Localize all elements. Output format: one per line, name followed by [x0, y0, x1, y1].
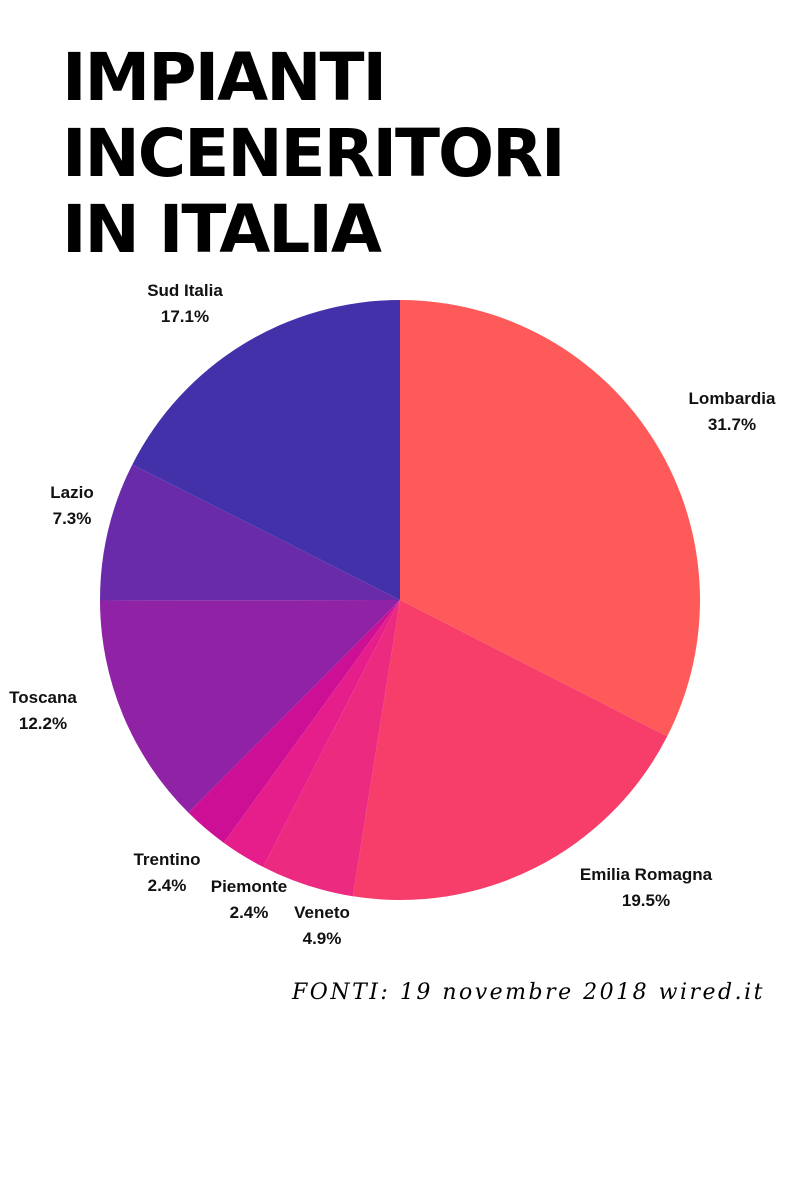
pie-slice-emilia-romagna: [352, 600, 668, 901]
pie-slice-trentino: [188, 600, 400, 843]
slice-label-name: Sud Italia: [147, 281, 223, 300]
slice-label-name: Trentino: [133, 850, 200, 869]
pie-slice-sud-italia: [132, 300, 400, 600]
slice-label-name: Emilia Romagna: [580, 865, 713, 884]
slice-label-name: Veneto: [294, 903, 350, 922]
slice-label-value: 17.1%: [161, 307, 209, 326]
slice-label-value: 7.3%: [53, 509, 92, 528]
slice-label-value: 2.4%: [148, 876, 187, 895]
pie-slice-toscana: [100, 600, 400, 813]
slice-label-value: 19.5%: [622, 891, 670, 910]
pie-labels: Lombardia 31.7% Emilia Romagna 19.5% Veneto 4…: [9, 281, 776, 948]
title-line-1: IMPIANTI: [62, 39, 387, 116]
slice-label-value: 4.9%: [303, 929, 342, 948]
slice-label-value: 12.2%: [19, 714, 67, 733]
pie-slices: [99, 300, 700, 901]
slice-label-name: Toscana: [9, 688, 77, 707]
title-line-3: IN ITALIA: [62, 191, 382, 268]
slice-label-name: Lombardia: [689, 389, 776, 408]
pie-slice-piemonte: [223, 600, 400, 867]
chart-title: IMPIANTI INCENERITORI IN ITALIA: [62, 39, 566, 268]
pie-slice-lazio: [99, 464, 400, 601]
source-note: FONTI: 19 novembre 2018 wired.it: [292, 980, 765, 1005]
title-line-2: INCENERITORI: [62, 115, 566, 192]
slice-label-value: 31.7%: [708, 415, 756, 434]
slice-label-name: Piemonte: [211, 877, 288, 896]
slice-label-value: 2.4%: [230, 903, 269, 922]
slice-label-name: Lazio: [50, 483, 93, 502]
pie-slice-veneto: [263, 600, 400, 897]
pie-slice-lombardia: [400, 300, 700, 737]
